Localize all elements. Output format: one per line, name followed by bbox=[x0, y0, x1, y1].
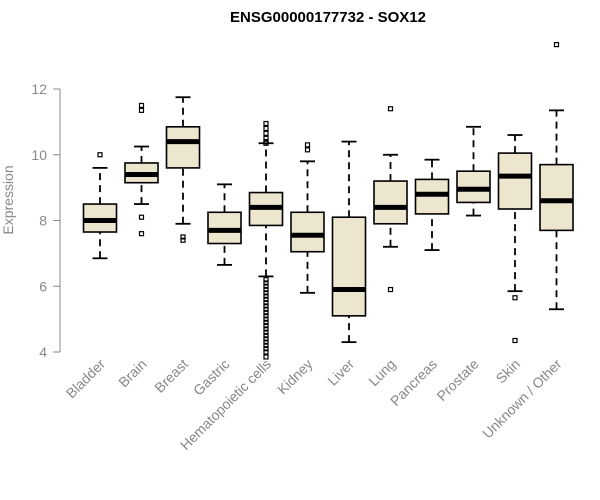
outlier-hematopoietic-cells bbox=[263, 316, 269, 322]
y-ticks: 4 6 8 10 12 bbox=[31, 81, 60, 360]
box-breast bbox=[165, 126, 201, 169]
outlier-hematopoietic-cells bbox=[263, 280, 269, 286]
outlier-brain bbox=[138, 231, 145, 237]
outlier-hematopoietic-cells bbox=[263, 300, 269, 306]
box-group-unknown-other bbox=[539, 42, 574, 311]
outlier-hematopoietic-cells bbox=[263, 135, 269, 141]
outlier-unknown-other bbox=[553, 42, 560, 48]
boxes bbox=[82, 42, 574, 360]
x-tick-label-brain: Brain bbox=[115, 356, 149, 390]
outlier-hematopoietic-cells bbox=[263, 309, 269, 316]
box-group-liver bbox=[331, 140, 367, 344]
outlier-hematopoietic-cells bbox=[263, 296, 269, 302]
box-group-skin bbox=[497, 134, 533, 344]
box-group-brain bbox=[124, 102, 159, 237]
y-tick-label-10: 10 bbox=[31, 147, 47, 163]
y-tick-label-6: 6 bbox=[39, 278, 47, 294]
outlier-hematopoietic-cells bbox=[263, 354, 269, 360]
x-tick-label-lung: Lung bbox=[365, 356, 398, 389]
box-group-gastric bbox=[207, 183, 242, 266]
outlier-hematopoietic-cells bbox=[263, 342, 269, 349]
chart-title: ENSG00000177732 - SOX12 bbox=[230, 9, 426, 26]
outlier-hematopoietic-cells bbox=[263, 120, 269, 127]
box-unknown-other bbox=[539, 163, 574, 232]
outlier-hematopoietic-cells bbox=[263, 140, 269, 146]
box-lung bbox=[373, 180, 408, 225]
outlier-skin bbox=[512, 295, 518, 301]
outlier-hematopoietic-cells bbox=[263, 293, 269, 299]
outlier-hematopoietic-cells bbox=[263, 332, 269, 339]
outlier-breast bbox=[180, 237, 186, 243]
outlier-hematopoietic-cells bbox=[263, 346, 269, 352]
outlier-hematopoietic-cells bbox=[263, 130, 269, 136]
x-tick-label-breast: Breast bbox=[151, 356, 191, 396]
outlier-kidney bbox=[304, 142, 311, 148]
outlier-hematopoietic-cells bbox=[263, 290, 269, 296]
outlier-breast bbox=[180, 234, 186, 240]
outlier-hematopoietic-cells bbox=[263, 349, 269, 355]
outlier-hematopoietic-cells bbox=[263, 339, 269, 345]
outlier-hematopoietic-cells bbox=[263, 277, 269, 283]
outlier-kidney bbox=[304, 147, 311, 153]
x-tick-label-liver: Liver bbox=[324, 356, 357, 389]
y-tick-label-12: 12 bbox=[31, 81, 47, 97]
outlier-hematopoietic-cells bbox=[263, 329, 269, 335]
outlier-hematopoietic-cells bbox=[263, 326, 269, 332]
box-group-lung bbox=[373, 106, 408, 293]
outlier-hematopoietic-cells bbox=[263, 283, 269, 289]
outlier-hematopoietic-cells bbox=[263, 306, 269, 312]
x-tick-label-bladder: Bladder bbox=[63, 356, 109, 402]
x-tick-label-skin: Skin bbox=[493, 356, 524, 387]
outlier-hematopoietic-cells bbox=[263, 125, 269, 132]
box-group-kidney bbox=[290, 142, 325, 294]
box-skin bbox=[497, 152, 533, 210]
outlier-brain bbox=[138, 214, 145, 220]
box-group-bladder bbox=[82, 152, 118, 260]
y-tick-label-8: 8 bbox=[39, 213, 47, 229]
outlier-brain bbox=[138, 107, 145, 113]
outlier-bladder bbox=[97, 152, 103, 158]
outlier-hematopoietic-cells bbox=[263, 313, 269, 319]
box-liver bbox=[331, 216, 367, 317]
box-group-hematopoietic-cells bbox=[248, 120, 284, 360]
box-group-pancreas bbox=[414, 158, 450, 251]
outlier-skin bbox=[512, 337, 518, 344]
x-tick-label-unknown-other: Unknown / Other bbox=[479, 356, 565, 442]
x-tick-label-prostate: Prostate bbox=[433, 356, 481, 404]
outlier-hematopoietic-cells bbox=[263, 323, 269, 329]
x-tick-label-kidney: Kidney bbox=[274, 356, 316, 398]
box-group-breast bbox=[165, 96, 201, 243]
outlier-hematopoietic-cells bbox=[263, 336, 269, 342]
box-kidney bbox=[290, 211, 325, 253]
outlier-hematopoietic-cells bbox=[263, 286, 269, 293]
y-tick-label-4: 4 bbox=[39, 344, 47, 360]
box-group-prostate bbox=[456, 125, 491, 217]
outlier-lung bbox=[387, 286, 394, 293]
outlier-hematopoietic-cells bbox=[263, 303, 269, 309]
outlier-hematopoietic-cells bbox=[263, 319, 269, 326]
y-axis-label: Expression bbox=[0, 165, 16, 234]
outlier-brain bbox=[138, 102, 145, 109]
outlier-lung bbox=[387, 106, 394, 112]
